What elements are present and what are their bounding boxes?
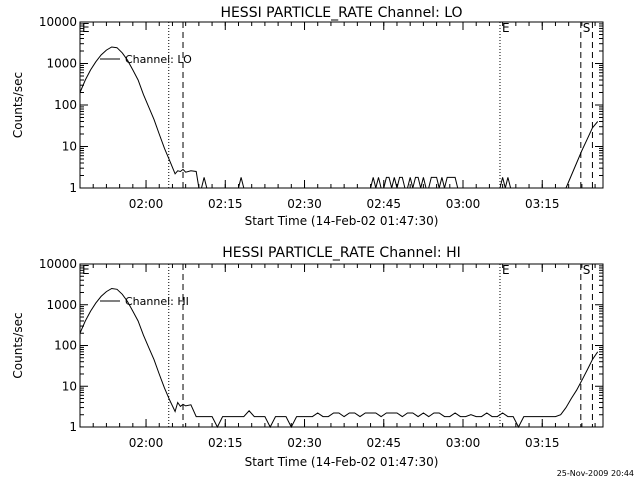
x-axis-label: Start Time (14-Feb-02 01:47:30) xyxy=(245,214,439,228)
y-tick-label: 10000 xyxy=(39,15,77,29)
y-axis-label: Counts/sec xyxy=(11,72,25,138)
plot-frame xyxy=(79,21,604,189)
panel-hi: HESSI PARTICLE_RATE Channel: HI 1 10 100 100… xyxy=(11,245,604,469)
x-tick-label: 03:15 xyxy=(525,197,560,211)
x-tick-label: 03:15 xyxy=(525,436,560,450)
legend-label: Channel: HI xyxy=(125,295,189,308)
chart-title: HESSI PARTICLE_RATE Channel: LO xyxy=(220,5,462,21)
y-tick-label: 1000 xyxy=(46,298,77,312)
series-line xyxy=(79,46,599,189)
marker-label: E xyxy=(502,263,510,277)
y-axis-label: Counts/sec xyxy=(11,312,25,378)
marker-label: E xyxy=(82,21,90,35)
x-tick-label: 02:45 xyxy=(366,197,401,211)
marker-label: S xyxy=(583,263,591,277)
x-tick-label: 02:30 xyxy=(287,197,322,211)
marker-label: E xyxy=(82,263,90,277)
chart-title: HESSI PARTICLE_RATE Channel: HI xyxy=(222,245,460,261)
x-tick-label: 02:00 xyxy=(129,197,164,211)
x-tick-label: 02:00 xyxy=(129,436,164,450)
plot-frame xyxy=(79,263,604,428)
marker-label: S xyxy=(583,21,591,35)
x-tick-label: 02:15 xyxy=(208,436,243,450)
marker-label: E xyxy=(502,21,510,35)
y-tick-label: 10000 xyxy=(39,257,77,271)
x-axis-label: Start Time (14-Feb-02 01:47:30) xyxy=(245,455,439,469)
y-tick-label: 100 xyxy=(54,98,77,112)
legend-label: Channel: LO xyxy=(125,53,192,66)
x-tick-label: 03:00 xyxy=(446,436,481,450)
panel-lo: HESSI PARTICLE_RATE Channel: LO 1 10 100 100… xyxy=(11,5,604,228)
x-tick-label: 03:00 xyxy=(446,197,481,211)
y-tick-label: 1000 xyxy=(46,57,77,71)
y-tick-label: 10 xyxy=(62,379,77,393)
y-tick-label: 10 xyxy=(62,140,77,154)
x-tick-label: 02:30 xyxy=(287,436,322,450)
x-tick-label: 02:45 xyxy=(366,436,401,450)
y-tick-label: 1 xyxy=(69,181,77,195)
x-tick-label: 02:15 xyxy=(208,197,243,211)
series-line xyxy=(79,287,599,429)
y-tick-label: 1 xyxy=(69,420,77,434)
y-tick-label: 100 xyxy=(54,339,77,353)
footer-timestamp: 25-Nov-2009 20:44 xyxy=(556,469,634,478)
